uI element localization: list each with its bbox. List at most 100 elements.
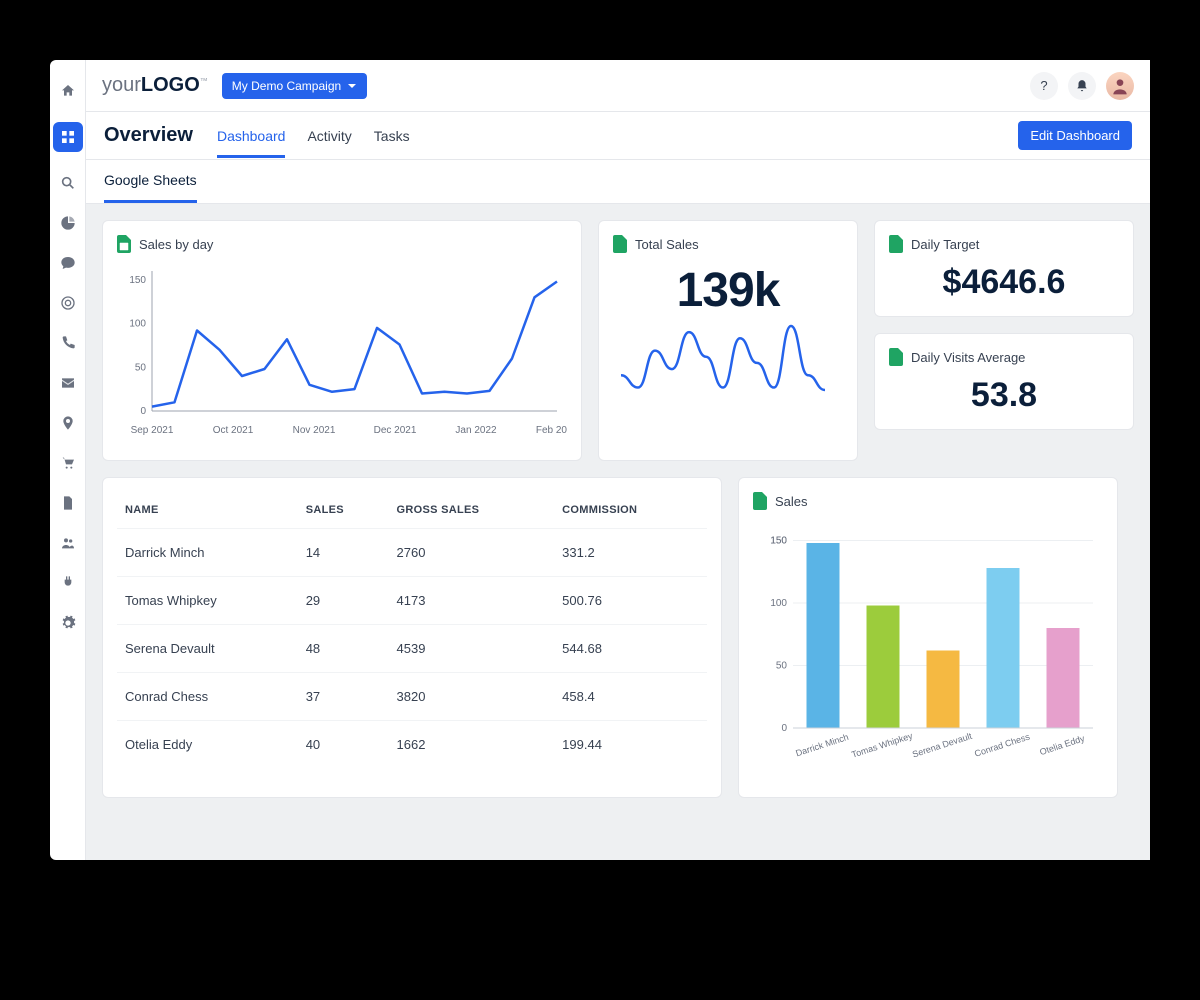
pie-icon[interactable] — [59, 214, 77, 232]
table-row: Conrad Chess373820458.4 — [117, 673, 707, 721]
cell: Darrick Minch — [117, 529, 298, 577]
svg-text:Nov 2021: Nov 2021 — [293, 425, 336, 436]
svg-text:150: 150 — [129, 275, 146, 286]
cell: Conrad Chess — [117, 673, 298, 721]
svg-text:Jan 2022: Jan 2022 — [455, 425, 497, 436]
cell: 331.2 — [554, 529, 707, 577]
card-title-text: Sales — [775, 494, 808, 509]
campaign-label: My Demo Campaign — [232, 79, 341, 93]
search-icon[interactable] — [59, 174, 77, 192]
target-icon[interactable] — [59, 294, 77, 312]
svg-text:50: 50 — [135, 362, 147, 373]
cell: 29 — [298, 577, 389, 625]
svg-text:Conrad Chess: Conrad Chess — [973, 731, 1031, 758]
table-row: Otelia Eddy401662199.44 — [117, 721, 707, 769]
gear-icon[interactable] — [59, 614, 77, 632]
subtab-google-sheets[interactable]: Google Sheets — [104, 160, 197, 203]
svg-text:150: 150 — [770, 536, 787, 547]
cell: 14 — [298, 529, 389, 577]
col-header: SALES — [298, 492, 389, 529]
table-row: Darrick Minch142760331.2 — [117, 529, 707, 577]
cell: 1662 — [389, 721, 555, 769]
section-header: Overview Dashboard Activity Tasks Edit Das… — [86, 112, 1150, 160]
page-title: Overview — [104, 124, 193, 147]
daily-target-value: $4646.6 — [889, 263, 1119, 302]
mail-icon[interactable] — [59, 374, 77, 392]
campaign-dropdown[interactable]: My Demo Campaign — [222, 73, 367, 99]
col-header: COMMISSION — [554, 492, 707, 529]
sheets-icon — [753, 492, 767, 510]
cell: 458.4 — [554, 673, 707, 721]
card-title-text: Sales by day — [139, 237, 213, 252]
users-icon[interactable] — [59, 534, 77, 552]
phone-icon[interactable] — [59, 334, 77, 352]
svg-text:Darrick Minch: Darrick Minch — [794, 732, 849, 759]
tabs: Dashboard Activity Tasks — [217, 114, 410, 158]
cell: 48 — [298, 625, 389, 673]
card-daily-target: Daily Target $4646.6 — [874, 220, 1134, 317]
svg-text:100: 100 — [129, 319, 146, 330]
card-daily-visits: Daily Visits Average 53.8 — [874, 333, 1134, 430]
card-sales-bar: Sales 050100150150Darrick MinchTomas Whi… — [738, 477, 1118, 798]
sales-table: NAMESALESGROSS SALESCOMMISSION Darrick M… — [117, 492, 707, 768]
svg-text:Dec 2021: Dec 2021 — [374, 425, 417, 436]
logo: yourLOGO™ — [102, 74, 208, 97]
subtab-row: Google Sheets — [86, 160, 1150, 204]
cell: Tomas Whipkey — [117, 577, 298, 625]
cell: 2760 — [389, 529, 555, 577]
sheets-icon — [889, 235, 903, 253]
card-title-text: Daily Target — [911, 237, 979, 252]
svg-text:Serena Devault: Serena Devault — [911, 731, 974, 760]
sales-bar-chart: 050100150150Darrick MinchTomas WhipkeySe… — [753, 518, 1103, 778]
tab-activity[interactable]: Activity — [307, 114, 351, 158]
cell: 37 — [298, 673, 389, 721]
svg-text:50: 50 — [776, 661, 788, 672]
cell: 199.44 — [554, 721, 707, 769]
logo-part1: your — [102, 74, 141, 96]
card-sales-table: NAMESALESGROSS SALESCOMMISSION Darrick M… — [102, 477, 722, 798]
cart-icon[interactable] — [59, 454, 77, 472]
svg-text:Sep 2021: Sep 2021 — [131, 425, 174, 436]
avatar[interactable] — [1106, 72, 1134, 100]
svg-text:Tomas Whipkey: Tomas Whipkey — [850, 730, 914, 759]
tab-dashboard[interactable]: Dashboard — [217, 114, 286, 158]
svg-text:100: 100 — [770, 598, 787, 609]
main-area: yourLOGO™ My Demo Campaign ? Overview Da… — [86, 60, 1150, 860]
plug-icon[interactable] — [59, 574, 77, 592]
cell: 4173 — [389, 577, 555, 625]
cell: 40 — [298, 721, 389, 769]
card-total-sales: Total Sales 139k — [598, 220, 858, 461]
svg-text:Oct 2021: Oct 2021 — [213, 425, 254, 436]
sheets-icon — [889, 348, 903, 366]
home-icon[interactable] — [59, 82, 77, 100]
file-icon[interactable] — [59, 494, 77, 512]
topbar: yourLOGO™ My Demo Campaign ? — [86, 60, 1150, 112]
pin-icon[interactable] — [59, 414, 77, 432]
cell: Serena Devault — [117, 625, 298, 673]
sales-line-chart: 050100150Sep 2021Oct 2021Nov 2021Dec 202… — [117, 261, 567, 441]
grid-icon[interactable] — [53, 122, 83, 152]
svg-text:Otelia Eddy: Otelia Eddy — [1038, 733, 1086, 757]
total-sales-value: 139k — [613, 263, 843, 318]
daily-visits-value: 53.8 — [889, 376, 1119, 415]
cell: 3820 — [389, 673, 555, 721]
tab-tasks[interactable]: Tasks — [374, 114, 410, 158]
card-sales-by-day: Sales by day 050100150Sep 2021Oct 2021No… — [102, 220, 582, 461]
logo-tm: ™ — [200, 76, 208, 85]
svg-text:0: 0 — [781, 723, 787, 734]
help-icon[interactable]: ? — [1030, 72, 1058, 100]
nav-sidebar — [50, 60, 86, 860]
table-row: Serena Devault484539544.68 — [117, 625, 707, 673]
col-header: GROSS SALES — [389, 492, 555, 529]
col-header: NAME — [117, 492, 298, 529]
cell: 544.68 — [554, 625, 707, 673]
table-row: Tomas Whipkey294173500.76 — [117, 577, 707, 625]
edit-dashboard-button[interactable]: Edit Dashboard — [1018, 121, 1132, 150]
card-title-text: Daily Visits Average — [911, 350, 1025, 365]
topbar-right: ? — [1030, 72, 1134, 100]
bell-icon[interactable] — [1068, 72, 1096, 100]
chat-icon[interactable] — [59, 254, 77, 272]
logo-part2: LOGO — [141, 74, 200, 96]
cell: 4539 — [389, 625, 555, 673]
sheets-icon — [117, 235, 131, 253]
